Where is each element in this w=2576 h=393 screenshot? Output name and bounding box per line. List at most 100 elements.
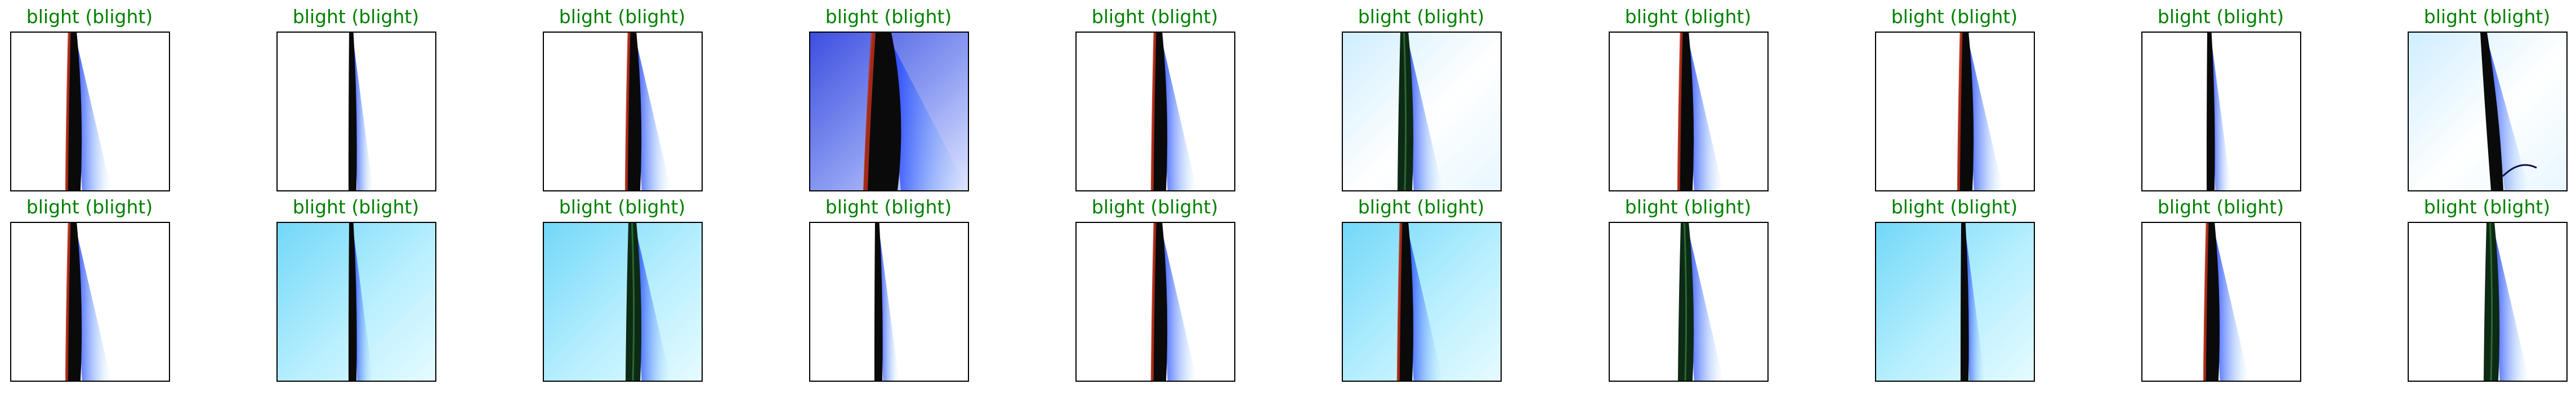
prediction-title: blight (blight) [26,6,153,28]
leaf-image-panel [809,32,969,191]
image-background [1876,33,2034,190]
leaf-blade [348,223,357,381]
leaf-image [2409,223,2566,381]
leaf-image [11,33,169,190]
prediction-title: blight (blight) [1091,6,1218,28]
leaf-image [1343,223,1501,381]
leaf-glow [74,33,111,190]
image-background [1876,223,2034,381]
leaf-image-panel [2408,222,2568,382]
leaf-image [810,223,968,381]
leaf-midrib [2489,223,2493,381]
leaf-blade [2206,33,2215,190]
leaf-midrib [1403,33,1407,190]
leaf-blade [1678,33,1694,190]
prediction-title: blight (blight) [559,6,686,28]
leaf-image-panel [276,222,436,382]
prediction-title: blight (blight) [2157,6,2284,28]
prediction-title: blight (blight) [559,196,686,218]
leaf-image-panel [1875,222,2035,382]
leaf-midrib [631,223,635,381]
leaf-image [544,33,702,190]
leaf-lesion-edge [624,33,631,190]
leaf-image [2409,33,2566,190]
leaf-glow [352,33,373,190]
prediction-title: blight (blight) [825,6,952,28]
leaf-image-panel [10,32,170,191]
leaf-lesion-edge [863,33,876,190]
leaf-blade [1960,223,1969,381]
leaf-lesion-edge [1957,33,1963,190]
leaf-image [11,223,169,381]
leaf-tendril [2502,164,2537,177]
leaf-blade [348,33,357,190]
leaf-image-panel [1609,222,1769,382]
leaf-glow [74,223,111,381]
leaf-image-panel [276,32,436,191]
leaf-blade [1151,33,1168,190]
leaf-midrib [1684,223,1687,381]
leaf-blade [2480,33,2503,190]
leaf-blade [1151,223,1168,381]
leaf-image [810,33,968,190]
leaf-image [1077,33,1234,190]
leaf-glow [1966,33,2003,190]
prediction-title: blight (blight) [1091,196,1218,218]
prediction-title: blight (blight) [1358,6,1485,28]
leaf-glow [1406,223,1443,381]
leaf-blade [1398,223,1414,381]
leaf-lesion-edge [1150,223,1157,381]
leaf-lesion-edge [1150,33,1157,190]
prediction-title: blight (blight) [1624,6,1752,28]
prediction-title: blight (blight) [2423,6,2551,28]
leaf-blade [874,223,883,381]
leaf-image [1077,223,1234,381]
leaf-lesion-edge [2203,223,2209,381]
prediction-title: blight (blight) [292,6,419,28]
leaf-lesion-edge [1677,33,1683,190]
leaf-image-panel [2408,32,2568,191]
prediction-title: blight (blight) [825,196,952,218]
leaf-glow [1686,33,1724,190]
leaf-lesion-edge [1396,223,1403,381]
prediction-title: blight (blight) [1358,196,1485,218]
leaf-image-panel [809,222,969,382]
leaf-image-panel [1075,222,1235,382]
leaf-image-panel [1875,32,2035,191]
prediction-title: blight (blight) [292,196,419,218]
leaf-image [2142,223,2300,381]
leaf-image [1610,33,1767,190]
leaf-image [278,33,435,190]
prediction-title: blight (blight) [1624,196,1752,218]
prediction-title: blight (blight) [2157,196,2284,218]
leaf-image-panel [2141,222,2301,382]
leaf-glow [886,33,968,190]
leaf-image-panel [1075,32,1235,191]
leaf-glow [1160,33,1197,190]
leaf-glow [1160,223,1197,381]
leaf-image [1610,223,1767,381]
leaf-image-panel [1342,32,1502,191]
leaf-glow [2212,223,2249,381]
leaf-image-panel [1609,32,1769,191]
leaf-glow [1964,223,1985,381]
leaf-image [1876,33,2034,190]
prediction-title: blight (blight) [2423,196,2551,218]
image-background [544,223,702,381]
leaf-blade [1958,33,1974,190]
leaf-glow [2210,33,2231,190]
leaf-lesion-edge [65,33,71,190]
leaf-glow [1406,33,1443,190]
leaf-image [1343,33,1501,190]
leaf-glow [2485,33,2530,190]
leaf-image-panel [543,32,703,191]
leaf-image [544,223,702,381]
leaf-image [1876,223,2034,381]
leaf-lesion-edge [65,223,71,381]
prediction-title: blight (blight) [1891,6,2018,28]
leaf-blade [626,33,642,190]
leaf-image [278,223,435,381]
leaf-image-panel [1342,222,1502,382]
leaf-image-panel [543,222,703,382]
